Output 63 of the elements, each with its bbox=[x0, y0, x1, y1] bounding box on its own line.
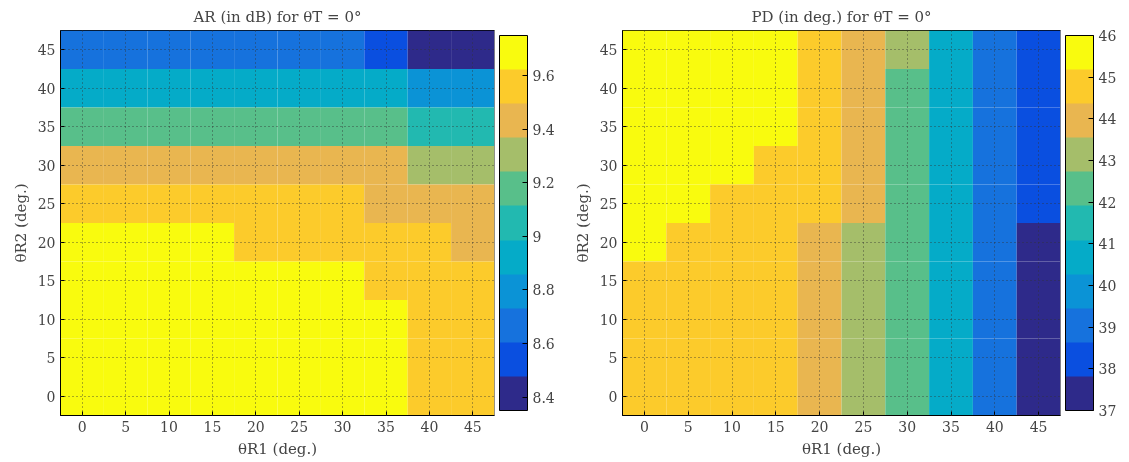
y-tick-label: 20 bbox=[599, 234, 618, 251]
y-tick-label: 15 bbox=[599, 273, 618, 290]
y-tick-label: 30 bbox=[37, 157, 56, 174]
color-bar-label: 9.2 bbox=[532, 175, 555, 192]
x-tick-label: 15 bbox=[203, 418, 222, 435]
x-tick-label: 30 bbox=[333, 418, 352, 435]
y-tick-label: 40 bbox=[599, 80, 618, 97]
x-tick-label: 40 bbox=[420, 418, 439, 435]
y-tick-label: 0 bbox=[46, 388, 56, 405]
x-axis-title: θR1 (deg.) bbox=[237, 439, 318, 458]
y-tick-label: 25 bbox=[37, 196, 56, 213]
color-bar-label: 9 bbox=[532, 228, 542, 245]
color-bar-label: 45 bbox=[1098, 69, 1117, 86]
y-tick-label: 25 bbox=[599, 196, 618, 213]
x-axis-title: θR1 (deg.) bbox=[801, 439, 882, 458]
y-tick-label: 20 bbox=[37, 234, 56, 251]
x-tick-label: 15 bbox=[766, 418, 785, 435]
x-tick-label: 45 bbox=[463, 418, 482, 435]
x-tick-label: 35 bbox=[377, 418, 395, 435]
x-tick-label: 5 bbox=[121, 418, 131, 435]
x-tick-label: 45 bbox=[1029, 418, 1048, 435]
y-tick-label: 35 bbox=[599, 119, 618, 136]
x-tick-label: 25 bbox=[854, 418, 873, 435]
color-bar-label: 39 bbox=[1098, 319, 1117, 336]
y-tick-label: 35 bbox=[37, 119, 56, 136]
x-tick-label: 10 bbox=[160, 418, 178, 435]
y-tick-label: 5 bbox=[608, 350, 618, 367]
chart-title: PD (in deg.) for θT = 0° bbox=[751, 7, 932, 26]
x-tick-label: 40 bbox=[985, 418, 1004, 435]
y-tick-label: 10 bbox=[37, 311, 56, 328]
y-axis-title: θR2 (deg.) bbox=[11, 183, 30, 263]
color-bar-label: 37 bbox=[1098, 403, 1117, 419]
x-tick-label: 10 bbox=[723, 418, 741, 435]
color-bar-label: 9.4 bbox=[532, 121, 555, 138]
color-bar-label: 43 bbox=[1098, 153, 1117, 169]
x-tick-label: 20 bbox=[810, 418, 829, 435]
color-bar-label: 8.8 bbox=[532, 282, 555, 299]
y-tick-label: 40 bbox=[37, 80, 56, 97]
x-tick-label: 35 bbox=[942, 418, 960, 435]
y-tick-label: 45 bbox=[37, 42, 56, 59]
y-axis-title: θR2 (deg.) bbox=[573, 183, 592, 263]
color-bar-label: 8.6 bbox=[532, 336, 555, 353]
color-bar-label: 46 bbox=[1098, 28, 1117, 44]
y-tick-label: 5 bbox=[46, 350, 56, 367]
color-bar-label: 41 bbox=[1098, 236, 1117, 253]
color-bar-label: 40 bbox=[1098, 278, 1117, 294]
color-bar-label: 9.6 bbox=[532, 68, 555, 85]
x-tick-label: 30 bbox=[898, 418, 917, 435]
x-tick-label: 5 bbox=[683, 418, 693, 435]
y-tick-label: 10 bbox=[599, 311, 618, 328]
y-tick-label: 0 bbox=[608, 388, 618, 405]
x-tick-label: 0 bbox=[77, 418, 87, 435]
color-bar-label: 38 bbox=[1098, 361, 1117, 378]
color-bar-label: 44 bbox=[1098, 111, 1117, 128]
x-tick-label: 25 bbox=[290, 418, 309, 435]
color-bar-label: 42 bbox=[1098, 194, 1117, 211]
chart-title: AR (in dB) for θT = 0° bbox=[192, 7, 362, 26]
y-tick-label: 15 bbox=[37, 273, 56, 290]
y-tick-label: 45 bbox=[599, 42, 618, 59]
color-bar-label: 8.4 bbox=[532, 389, 555, 406]
x-tick-label: 0 bbox=[639, 418, 649, 435]
x-tick-label: 20 bbox=[246, 418, 265, 435]
y-tick-label: 30 bbox=[599, 157, 618, 174]
